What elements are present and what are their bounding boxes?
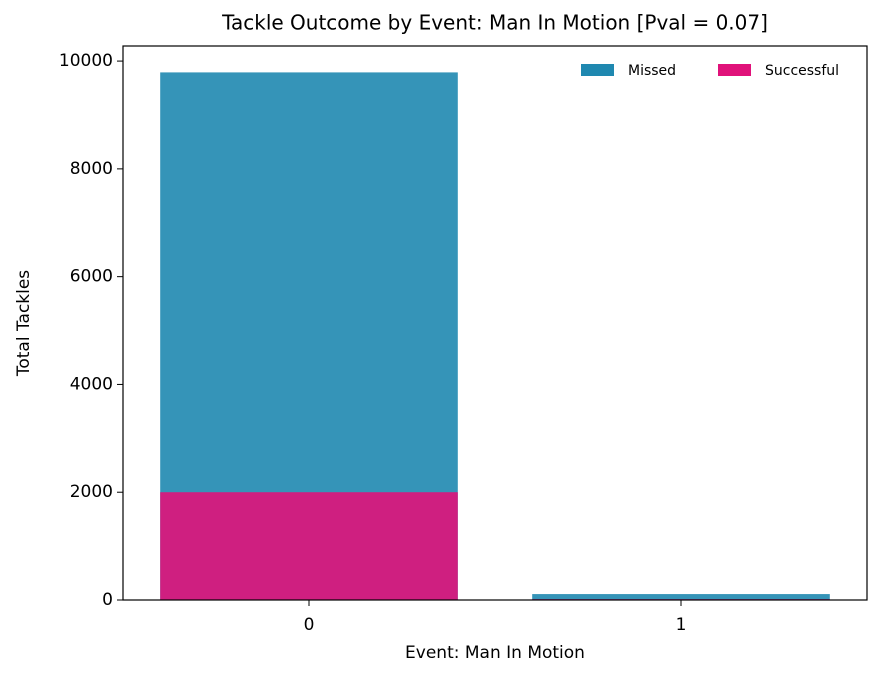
y-tick-label: 4000: [70, 374, 113, 394]
bar: [532, 594, 830, 600]
y-axis-label: Total Tackles: [14, 270, 34, 377]
legend-swatch: [718, 64, 751, 76]
legend-swatch: [581, 64, 614, 76]
y-tick-label: 0: [102, 590, 113, 610]
chart-title: Tackle Outcome by Event: Man In Motion […: [221, 11, 768, 35]
y-tick-label: 2000: [70, 482, 113, 502]
x-axis-label: Event: Man In Motion: [405, 643, 585, 663]
plot-frame: [122, 45, 868, 601]
y-tick-label: 10000: [59, 51, 113, 71]
y-tick-label: 8000: [70, 159, 113, 179]
x-tick-label: 1: [676, 615, 687, 635]
legend-label: Missed: [628, 63, 676, 79]
x-tick-label: 0: [304, 615, 315, 635]
y-tick-label: 6000: [70, 267, 113, 287]
bar: [160, 492, 458, 600]
legend-label: Successful: [765, 63, 839, 79]
